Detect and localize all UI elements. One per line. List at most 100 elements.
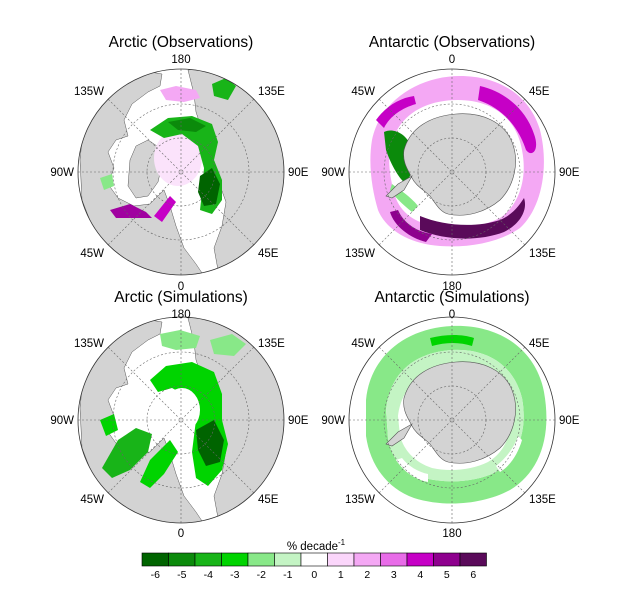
lon-label-right: 90E [559,415,580,427]
colorbar: % decade-1 -6 -5 -4 -3 -2 -1 0 1 2 3 4 5 6 [141,538,487,581]
trend-region [164,388,200,432]
colorbar-tick-label: 0 [311,569,317,581]
lon-label-lower-left: 135W [345,494,375,506]
map-border [77,68,285,276]
colorbar-box [194,552,222,567]
colorbar-tick-label: -1 [283,569,292,581]
lon-label-lower-left: 135W [345,248,375,260]
lon-label-left: 90W [50,167,74,179]
lon-label-upper-right: 135E [258,338,285,350]
colorbar-tick-label: 2 [364,569,370,581]
lon-label-left: 90W [321,415,345,427]
colorbar-tick-label: -4 [204,569,213,581]
graticule [78,317,284,523]
panel-arctic-simulations: Arctic (Simulations) 180 0 1 [50,289,308,540]
map-content [366,325,547,504]
lon-label-top: 0 [449,309,455,321]
colorbar-tick-label: 6 [470,569,476,581]
lon-label-upper-right: 45E [529,86,550,98]
lon-label-top: 180 [171,54,190,66]
lon-label-right: 90E [288,415,309,427]
colorbar-box [459,552,487,567]
trend-region [376,96,416,128]
map-content [79,69,284,275]
colorbar-tick-label: 3 [391,569,397,581]
lon-label-bottom: 180 [442,281,461,293]
trend-region [154,196,176,222]
lon-label-lower-right: 135E [529,248,556,260]
colorbar-box [353,552,381,567]
lon-label-upper-right: 45E [529,338,550,350]
lon-label-top: 180 [171,309,190,321]
colorbar-box [327,552,355,567]
trend-region [140,440,178,488]
lon-label-top: 0 [449,54,455,66]
panel-title: Arctic (Observations) [109,34,254,51]
trend-region [160,330,200,350]
colorbar-tick-label: -2 [257,569,266,581]
colorbar-tick-label: -3 [230,569,239,581]
colorbar-tick-label: 4 [417,569,423,581]
lon-label-upper-left: 135W [74,86,104,98]
trend-region [384,130,413,184]
colorbar-box [247,552,275,567]
trend-region [390,210,432,242]
trend-region [196,420,224,466]
lon-label-lower-left: 45W [80,248,104,260]
panel-antarctic-observations: Antarctic (Observations) 0 180 [321,34,579,293]
trend-region [420,198,526,239]
trend-region [160,86,200,102]
lon-label-right: 90E [288,167,309,179]
colorbar-box [141,552,169,567]
panel-title: Antarctic (Observations) [369,34,535,51]
lon-label-upper-left: 135W [74,338,104,350]
colorbar-ticks: -6 -5 -4 -3 -2 -1 0 1 2 3 4 5 6 [151,569,477,581]
lon-label-upper-right: 135E [258,86,285,98]
colorbar-box [300,552,328,567]
colorbar-box [221,552,249,567]
lon-label-left: 90W [321,167,345,179]
colorbar-box [274,552,302,567]
lon-label-bottom: 180 [442,528,461,540]
colorbar-boxes [141,552,487,567]
lon-label-left: 90W [50,415,74,427]
graticule [78,69,284,275]
graticule [349,69,555,275]
trend-region [430,335,474,346]
trend-region [212,78,236,100]
colorbar-box [380,552,408,567]
map-border [348,316,556,524]
panel-title: Arctic (Simulations) [114,289,248,306]
colorbar-box [433,552,461,567]
trend-region [210,334,246,356]
lon-label-right: 90E [559,167,580,179]
graticule [349,317,555,523]
lon-label-lower-right: 135E [529,494,556,506]
trend-region [100,414,118,436]
antarctic-continent [385,113,516,216]
colorbar-box [168,552,196,567]
colorbar-unit: % decade-1 [287,538,346,553]
panel-arctic-observations: Arctic (Observations) [50,34,308,293]
map-content [370,76,544,247]
colorbar-tick-label: -5 [177,569,186,581]
map-border [348,68,556,276]
colorbar-tick-label: 5 [444,569,450,581]
trend-region [478,86,537,154]
trend-region [168,118,206,132]
lon-label-upper-left: 45W [351,338,375,350]
map-content [79,317,284,523]
colorbar-tick-label: -6 [151,569,160,581]
map-border [77,316,285,524]
panel-antarctic-simulations: Antarctic (Simulations) 0 180 45W 45 [321,289,579,540]
colorbar-tick-label: 1 [338,569,344,581]
lon-label-lower-right: 45E [258,248,279,260]
lon-label-lower-left: 45W [80,494,104,506]
trend-region [100,174,114,190]
colorbar-box [406,552,434,567]
trend-region [396,458,428,482]
lon-label-upper-left: 45W [351,86,375,98]
trend-region [102,428,152,478]
trend-region [110,204,152,218]
